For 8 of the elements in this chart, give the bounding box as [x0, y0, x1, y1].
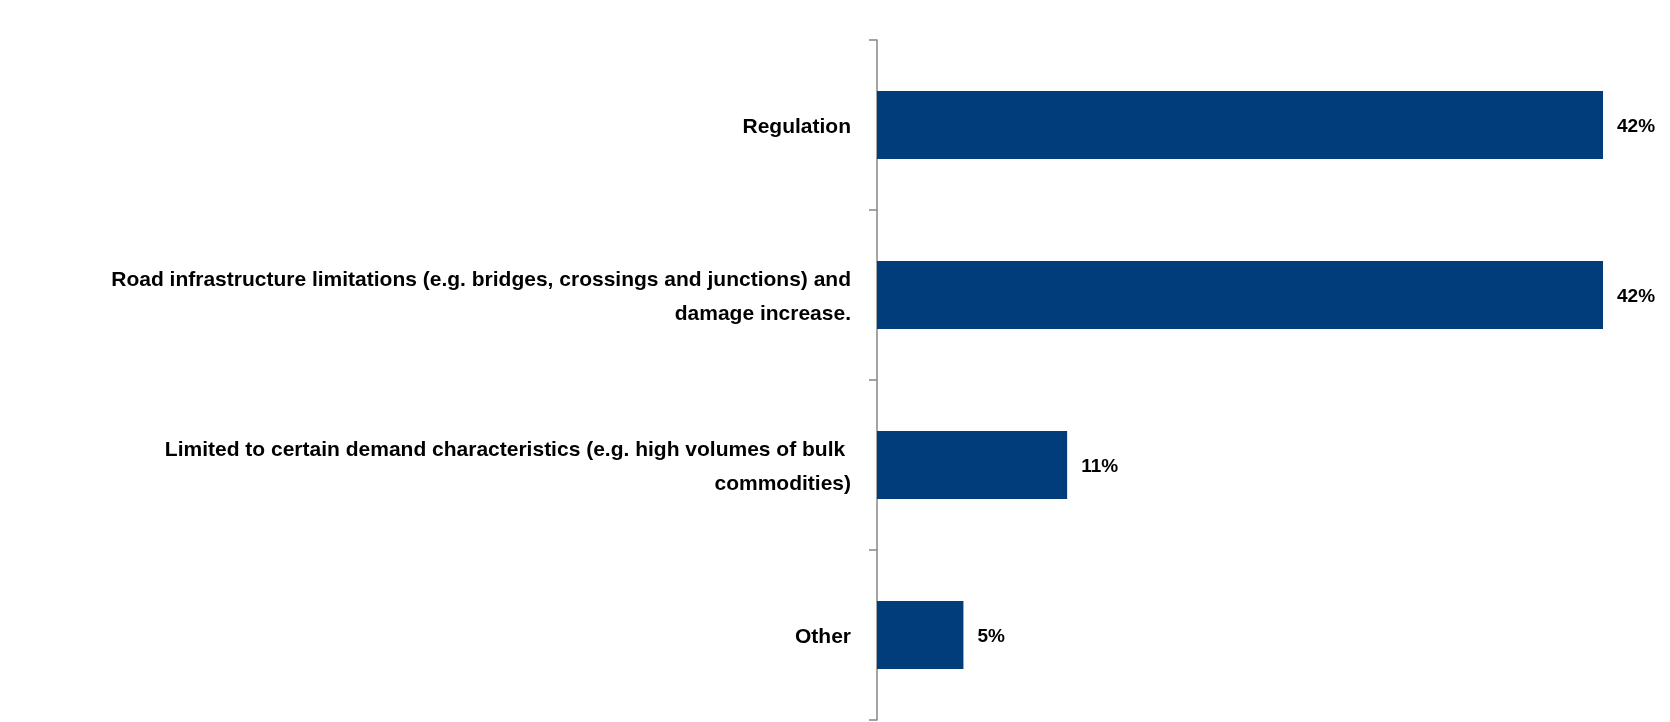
data-label: 11%: [1081, 454, 1119, 476]
data-label: 42%: [1617, 284, 1656, 306]
y-tick-label: Other: [794, 623, 851, 647]
data-label: 42%: [1617, 114, 1656, 136]
y-tick-label: Limited to certain demand characteristics (e.g. high volumes of bulk commodities): [164, 436, 851, 494]
y-tick-label: Road infrastructure limitations (e.g. bridges, crossings and junctions) and damage increase.: [111, 266, 851, 324]
data-label: 5%: [977, 624, 1005, 646]
y-tick-label: Regulation: [742, 113, 851, 137]
